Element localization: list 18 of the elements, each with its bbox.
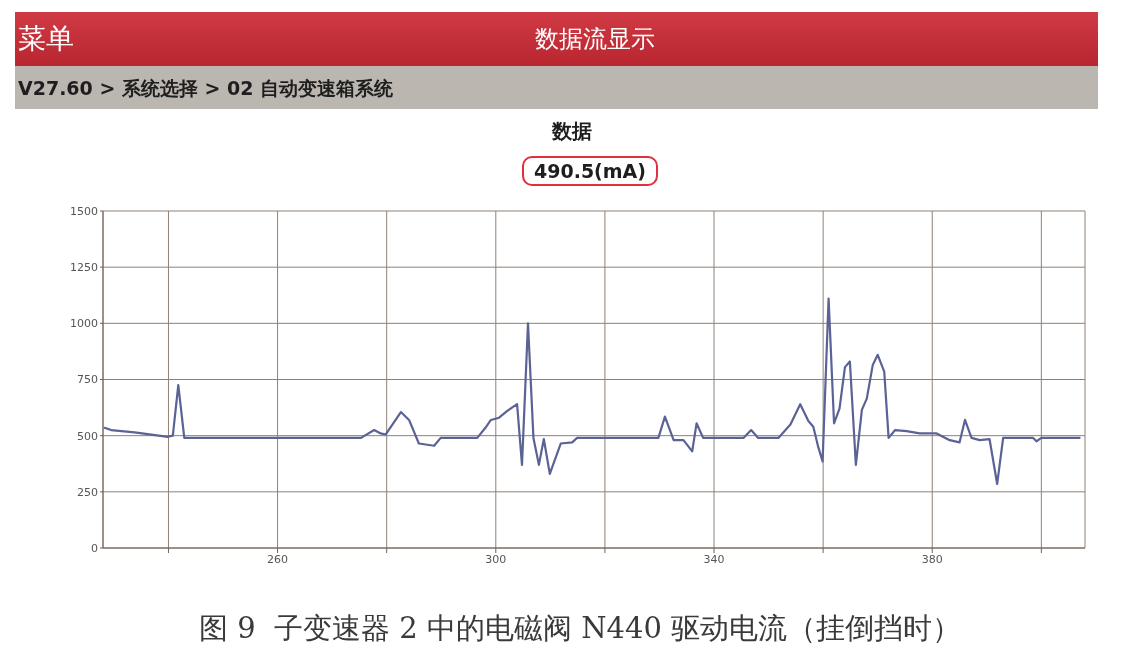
y-tick-label: 750 xyxy=(77,373,98,387)
y-tick-label: 1500 xyxy=(70,204,98,218)
text: V27.60 > 系统选择 > 02 自动变速箱系统 xyxy=(18,76,394,101)
y-tick-label: 500 xyxy=(77,429,98,443)
x-tick-label: 380 xyxy=(921,552,943,566)
y-tick-label: 250 xyxy=(77,485,98,499)
text: 数据流显示 xyxy=(535,24,655,55)
line-series xyxy=(103,297,1081,486)
y-tick-label: 0 xyxy=(91,541,98,555)
text: 菜单 xyxy=(18,21,74,57)
y-tick-label: 1000 xyxy=(70,317,98,331)
x-tick-label: 300 xyxy=(485,552,507,566)
chart-title: 数据 xyxy=(552,117,592,145)
chart-subtitle: 490.5(mA) xyxy=(534,160,646,182)
x-tick-label: 340 xyxy=(703,552,725,566)
x-tick-label: 260 xyxy=(267,552,289,566)
caption: 图 9 子变速器 2 中的电磁阀 N440 驱动电流（挂倒挡时） xyxy=(198,610,962,647)
y-tick-label: 1250 xyxy=(70,261,98,275)
